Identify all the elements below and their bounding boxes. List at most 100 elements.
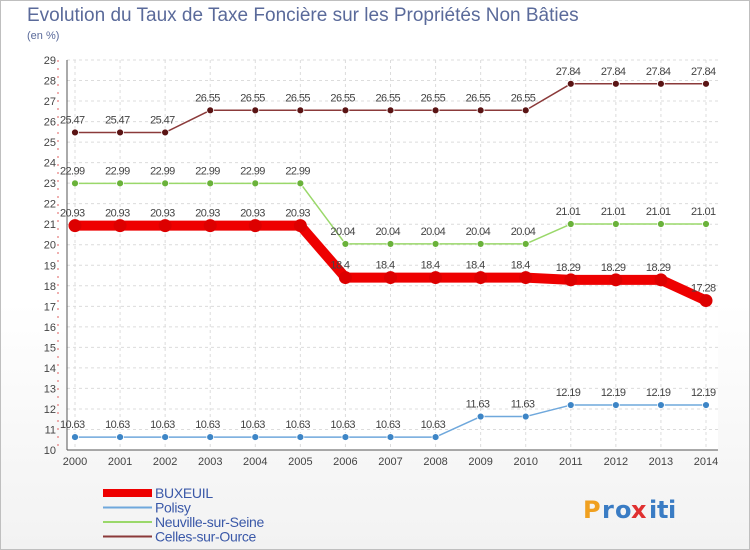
y-tick-label: 16 bbox=[44, 322, 56, 334]
data-point bbox=[609, 273, 623, 287]
x-tick-label: 2003 bbox=[198, 456, 222, 468]
legend-label: BUXEUIL bbox=[155, 485, 213, 501]
svg-text:P: P bbox=[583, 496, 601, 524]
data-label: 20.93 bbox=[240, 208, 265, 220]
data-label: 12.19 bbox=[601, 387, 626, 399]
data-point bbox=[519, 271, 533, 285]
y-tick-label: 29 bbox=[44, 55, 56, 67]
data-label: 18.4 bbox=[421, 260, 440, 272]
data-point bbox=[251, 179, 260, 188]
x-tick-label: 2010 bbox=[513, 456, 537, 468]
data-label: 27.84 bbox=[556, 66, 581, 78]
data-point bbox=[564, 273, 578, 287]
data-label: 20.93 bbox=[150, 208, 175, 220]
data-label: 25.47 bbox=[150, 114, 175, 126]
svg-text:i: i bbox=[668, 496, 676, 524]
data-label: 20.93 bbox=[60, 208, 85, 220]
data-point bbox=[476, 240, 485, 248]
data-label: 10.63 bbox=[421, 419, 446, 431]
data-label: 10.63 bbox=[330, 419, 355, 431]
y-tick-label: 12 bbox=[44, 404, 56, 416]
data-label: 26.55 bbox=[285, 92, 310, 104]
data-label: 18.4 bbox=[511, 260, 530, 272]
data-point bbox=[476, 412, 485, 421]
x-tick-label: 2011 bbox=[559, 456, 583, 468]
data-point bbox=[657, 79, 665, 88]
data-point bbox=[71, 179, 79, 188]
y-tick-label: 24 bbox=[44, 158, 56, 170]
data-label: 26.55 bbox=[511, 92, 536, 104]
data-label: 21.01 bbox=[601, 206, 626, 218]
data-label: 18.4 bbox=[376, 260, 395, 272]
data-point bbox=[611, 79, 620, 88]
x-tick-label: 2008 bbox=[423, 456, 447, 468]
data-point bbox=[161, 179, 170, 188]
data-label: 26.55 bbox=[421, 92, 446, 104]
x-tick-label: 2012 bbox=[604, 456, 628, 468]
data-point bbox=[521, 240, 530, 248]
legend-label: Polisy bbox=[155, 500, 191, 516]
data-point bbox=[699, 294, 713, 308]
data-label: 18.4 bbox=[330, 260, 349, 272]
y-tick-label: 23 bbox=[44, 178, 56, 190]
svg-text:x: x bbox=[631, 496, 647, 524]
data-point bbox=[386, 106, 395, 115]
x-tick-label: 2002 bbox=[153, 456, 177, 468]
x-tick-label: 2013 bbox=[649, 456, 673, 468]
data-point bbox=[161, 128, 170, 137]
y-tick-label: 28 bbox=[44, 76, 56, 88]
data-point bbox=[702, 79, 710, 88]
y-tick-label: 21 bbox=[44, 219, 56, 231]
data-label: 27.84 bbox=[646, 66, 671, 78]
data-point bbox=[296, 179, 305, 188]
data-label: 21.01 bbox=[556, 206, 581, 218]
y-tick-label: 15 bbox=[44, 342, 56, 354]
data-point bbox=[341, 106, 350, 115]
data-label: 10.63 bbox=[150, 419, 175, 431]
x-tick-label: 2001 bbox=[108, 456, 132, 468]
y-tick-label: 25 bbox=[44, 137, 56, 149]
y-tick-label: 26 bbox=[44, 117, 56, 129]
data-label: 25.47 bbox=[105, 114, 130, 126]
data-point bbox=[566, 79, 575, 88]
data-point bbox=[611, 220, 620, 228]
data-point bbox=[338, 271, 352, 285]
data-point bbox=[248, 219, 262, 233]
data-point bbox=[431, 240, 440, 248]
data-point bbox=[68, 219, 82, 233]
data-point bbox=[251, 433, 260, 441]
data-point bbox=[116, 179, 124, 188]
data-point bbox=[566, 401, 575, 409]
data-label: 25.47 bbox=[60, 114, 85, 126]
data-point bbox=[386, 433, 395, 441]
data-label: 10.63 bbox=[195, 419, 220, 431]
y-tick-label: 11 bbox=[45, 424, 56, 436]
data-label: 26.55 bbox=[240, 92, 265, 104]
svg-text:t: t bbox=[657, 496, 668, 524]
data-point bbox=[341, 433, 350, 441]
data-label: 22.99 bbox=[195, 165, 220, 177]
data-label: 18.29 bbox=[601, 262, 626, 274]
legend-label: Neuville-sur-Seine bbox=[155, 514, 264, 530]
data-point bbox=[654, 273, 668, 287]
data-label: 26.55 bbox=[330, 92, 355, 104]
data-point bbox=[293, 219, 307, 233]
x-tick-label: 2014 bbox=[694, 456, 718, 468]
data-label: 27.84 bbox=[601, 66, 626, 78]
data-point bbox=[206, 179, 215, 188]
data-label: 12.19 bbox=[556, 387, 581, 399]
data-label: 26.55 bbox=[466, 92, 491, 104]
data-label: 10.63 bbox=[60, 419, 85, 431]
data-point bbox=[203, 219, 217, 233]
y-tick-label: 19 bbox=[44, 260, 56, 272]
data-label: 18.29 bbox=[556, 262, 581, 274]
data-label: 11.63 bbox=[511, 399, 535, 411]
svg-text:o: o bbox=[615, 496, 632, 524]
data-label: 18.4 bbox=[466, 260, 485, 272]
data-point bbox=[657, 220, 665, 228]
data-point bbox=[702, 220, 710, 228]
data-label: 20.93 bbox=[105, 208, 130, 220]
svg-text:r: r bbox=[602, 496, 614, 524]
